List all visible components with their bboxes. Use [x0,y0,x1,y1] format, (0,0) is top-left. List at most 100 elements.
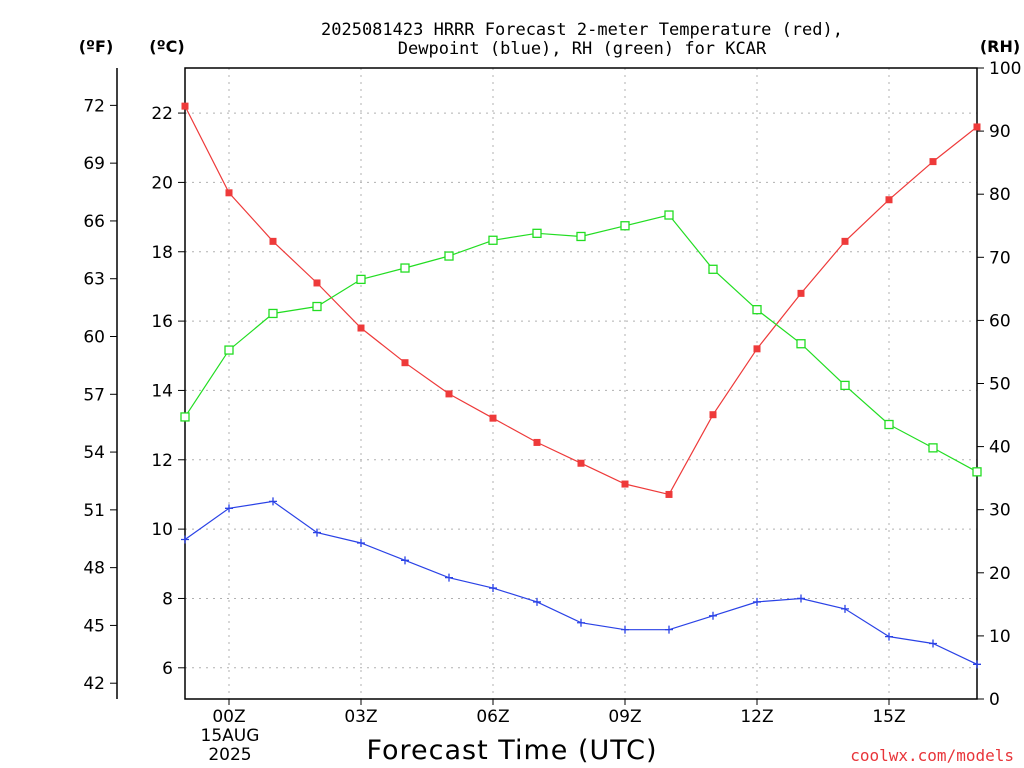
data-series [180,102,982,669]
temperature-point [973,123,981,131]
fahrenheit-tick-label: 72 [83,96,105,116]
rh-point [488,235,498,245]
celsius-tick-label: 20 [151,173,173,193]
fahrenheit-tick-label: 66 [83,212,105,232]
rh-point [356,274,366,285]
fahrenheit-tick-label: 57 [83,385,105,405]
rh-point [400,263,410,273]
fahrenheit-tick-label: 54 [83,443,105,463]
rh-point [532,228,542,238]
credit-text: coolwx.com/models [850,746,1014,765]
rh-point [664,210,674,220]
x-tick-label: 15Z [872,707,905,727]
x-tick-label: 09Z [608,707,641,727]
temperature-point [357,324,365,332]
dewpoint-point [753,597,761,606]
rh-tick-label: 100 [989,59,1021,79]
temperature-point [929,158,937,166]
chart-title-line-2: Dewpoint (blue), RH (green) for KCAR [398,39,767,59]
temperature-point [225,189,233,197]
temperature-point [621,480,629,488]
dewpoint-point [313,528,321,537]
temperature-point [841,237,849,245]
x-tick-label: 03Z [344,707,377,727]
fahrenheit-tick-label: 69 [83,154,105,174]
celsius-unit-label: (ºC) [149,37,184,56]
temperature-point [181,102,189,110]
dewpoint-point [709,611,717,620]
dewpoint-point [401,556,409,565]
dewpoint-point [489,584,497,593]
dewpoint-point [665,625,673,634]
rh-point [576,231,586,242]
celsius-tick-label: 6 [162,659,173,679]
x-date-line-2: 2025 [208,745,251,765]
rh-point [884,419,894,430]
dewpoint-point [973,660,981,669]
dewpoint-point [841,604,849,613]
rh-tick-label: 0 [989,690,1000,710]
rh-point [928,443,938,453]
rh-point [972,467,982,477]
dewpoint-series-line [184,500,978,665]
rh-tick-label: 70 [989,248,1011,268]
fahrenheit-tick-label: 45 [83,616,105,636]
dewpoint-point [533,597,541,606]
rh-tick-label: 90 [989,122,1011,142]
rh-tick-label: 80 [989,185,1011,205]
celsius-tick-label: 22 [151,104,173,124]
rh-tick-label: 20 [989,564,1011,584]
fahrenheit-tick-label: 48 [83,559,105,579]
temperature-point [577,459,585,467]
temperature-point [269,237,277,245]
fahrenheit-tick-label: 42 [83,674,105,694]
dewpoint-point [225,504,233,513]
dewpoint-point [269,497,277,506]
celsius-tick-label: 12 [151,451,173,471]
temperature-point [489,414,497,422]
x-tick-label: 12Z [740,707,773,727]
dewpoint-point [181,535,189,544]
rh-point [268,308,278,319]
grid-lines [185,68,977,699]
x-date-line-1: 15AUG [201,726,260,746]
dewpoint-point [929,639,937,648]
temperature-point [313,279,321,287]
temperature-series-line [184,105,978,496]
axis-ticks: 00Z 03Z 06Z 09Z 12Z 15Z 6 8 10 12 14 16 18 20 22 42 45 48… [83,59,1021,727]
fahrenheit-tick-label: 60 [83,328,105,348]
dewpoint-point [621,625,629,634]
rh-tick-label: 10 [989,627,1011,647]
x-tick-label: 06Z [476,707,509,727]
temperature-point [665,490,673,498]
temperature-point [445,390,453,398]
temperature-point [709,411,717,419]
fahrenheit-tick-label: 63 [83,270,105,290]
rh-point [312,301,322,312]
rh-tick-label: 60 [989,311,1011,331]
rh-point [224,345,234,355]
temperature-point [401,359,409,367]
plot-frame [184,67,978,700]
dewpoint-point [445,573,453,582]
dewpoint-point [885,632,893,641]
rh-point [444,251,454,261]
rh-point [180,412,190,422]
fahrenheit-unit-label: (ºF) [79,37,114,56]
dewpoint-point [797,594,805,603]
temperature-point [533,438,541,446]
rh-point [752,305,762,315]
rh-tick-label: 50 [989,375,1011,395]
rh-tick-label: 40 [989,438,1011,458]
dewpoint-point [357,538,365,547]
celsius-tick-label: 10 [151,520,173,540]
celsius-tick-label: 14 [151,381,173,401]
fahrenheit-tick-label: 51 [83,501,105,521]
temperature-point [797,289,805,297]
x-axis-label: Forecast Time (UTC) [366,735,657,766]
celsius-tick-label: 8 [162,589,173,609]
temperature-point [885,196,893,204]
rh-unit-label: (RH) [980,37,1020,56]
dewpoint-point [577,618,585,627]
